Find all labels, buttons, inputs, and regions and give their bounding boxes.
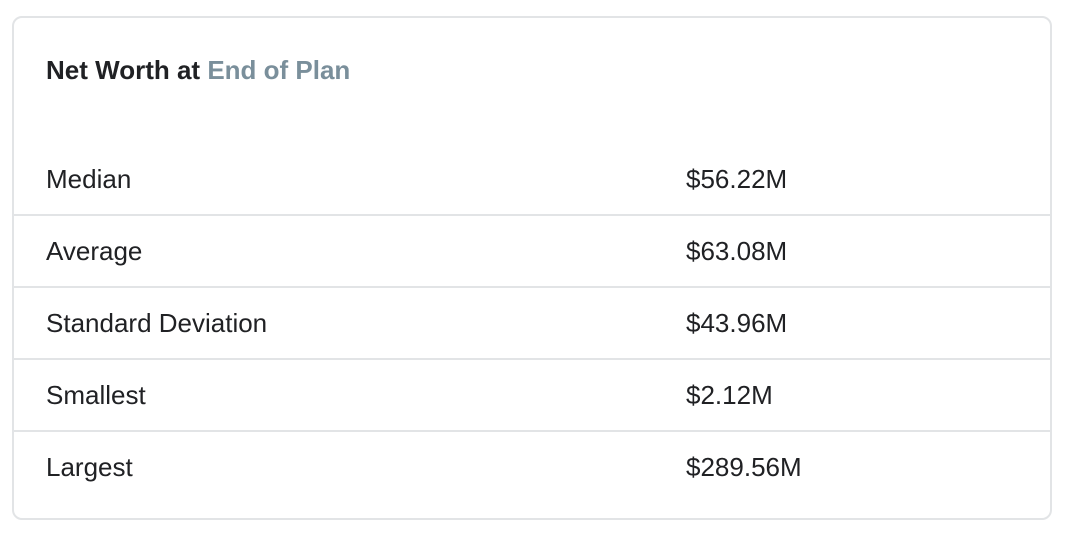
stat-value: $43.96M [686,308,788,338]
card-title-prefix: Net Worth at [46,55,201,85]
stat-row-standard-deviation: Standard Deviation $43.96M [14,288,1050,360]
stat-label: Smallest [46,380,146,410]
stats-table: Median $56.22M Average $63.08M Standard … [14,144,1050,504]
stat-row-largest: Largest $289.56M [14,432,1050,504]
stat-row-median: Median $56.22M [14,144,1050,216]
stat-label: Average [46,236,143,266]
stat-label: Largest [46,452,133,482]
stat-value: $56.22M [686,164,788,194]
stat-value: $63.08M [686,236,788,266]
stat-row-smallest: Smallest $2.12M [14,360,1050,432]
net-worth-card: Net Worth at End of Plan Median $56.22M … [12,16,1052,520]
stat-label: Standard Deviation [46,308,268,338]
card-title: Net Worth at End of Plan [46,54,350,86]
card-title-accent: End of Plan [207,55,351,85]
stat-label: Median [46,164,132,194]
stat-row-average: Average $63.08M [14,216,1050,288]
stat-value: $289.56M [686,452,802,482]
stat-value: $2.12M [686,380,773,410]
